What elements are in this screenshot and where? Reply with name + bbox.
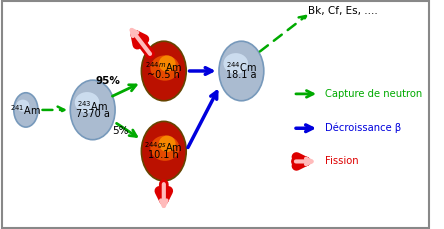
- Text: 10.1 h: 10.1 h: [148, 150, 179, 160]
- Ellipse shape: [16, 100, 29, 112]
- Ellipse shape: [14, 93, 38, 127]
- Ellipse shape: [159, 136, 175, 152]
- Ellipse shape: [75, 92, 99, 113]
- Text: ~0.5 h: ~0.5 h: [147, 70, 180, 80]
- Text: 7370 a: 7370 a: [76, 109, 110, 119]
- Ellipse shape: [159, 55, 175, 72]
- Text: $^{241}$Am: $^{241}$Am: [11, 103, 41, 117]
- Text: Bk, Cf, Es, ....: Bk, Cf, Es, ....: [308, 6, 378, 16]
- Text: Fission: Fission: [325, 156, 359, 166]
- Ellipse shape: [219, 41, 264, 101]
- Ellipse shape: [151, 136, 179, 161]
- Text: 95%: 95%: [96, 76, 121, 86]
- Ellipse shape: [141, 41, 186, 101]
- Ellipse shape: [223, 53, 248, 74]
- Text: 5%: 5%: [112, 126, 129, 136]
- Text: $^{244gs}$Am: $^{244gs}$Am: [144, 140, 183, 154]
- Text: $^{244m}$Am: $^{244m}$Am: [145, 60, 182, 74]
- Text: Décroissance β: Décroissance β: [325, 123, 402, 134]
- Text: $^{243}$Am: $^{243}$Am: [77, 99, 108, 113]
- Text: 18.1 a: 18.1 a: [226, 70, 257, 80]
- Ellipse shape: [141, 121, 186, 181]
- Ellipse shape: [151, 55, 179, 81]
- Text: $^{244}$Cm: $^{244}$Cm: [226, 60, 257, 74]
- Text: Capture de neutron: Capture de neutron: [325, 89, 423, 99]
- Text: $^{241}$Am: $^{241}$Am: [12, 104, 39, 116]
- Ellipse shape: [70, 80, 115, 140]
